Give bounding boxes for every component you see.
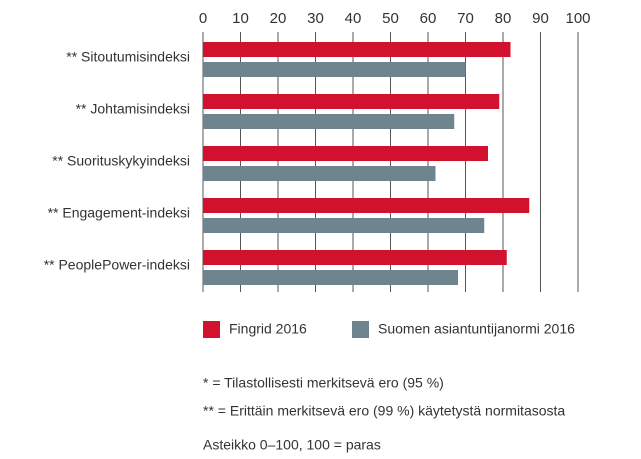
- bar: [203, 218, 485, 233]
- y-tick-label: ** Sitoutumisindeksi: [66, 49, 190, 65]
- bar: [203, 114, 455, 129]
- legend-label: Suomen asiantuntijanormi 2016: [378, 321, 575, 337]
- bar: [203, 146, 488, 161]
- legend-swatch: [352, 321, 369, 338]
- x-tick-label: 10: [232, 10, 249, 27]
- bar: [203, 166, 436, 181]
- note: * = Tilastollisesti merkitsevä ero (95 %…: [203, 375, 444, 391]
- x-tick-label: 80: [495, 10, 512, 27]
- bar: [203, 270, 458, 285]
- note: Asteikko 0–100, 100 = paras: [203, 437, 381, 453]
- bar: [203, 42, 511, 57]
- x-tick-label: 30: [307, 10, 324, 27]
- bar: [203, 198, 530, 213]
- legend-swatch: [203, 321, 220, 338]
- x-tick-label: 40: [345, 10, 362, 27]
- x-tick-label: 70: [457, 10, 474, 27]
- x-tick-label: 90: [532, 10, 549, 27]
- bar: [203, 250, 507, 265]
- y-tick-label: ** Engagement-indeksi: [48, 205, 190, 221]
- x-tick-label: 60: [420, 10, 437, 27]
- x-tick-label: 50: [382, 10, 399, 27]
- legend-label: Fingrid 2016: [229, 321, 307, 337]
- x-tick-label: 20: [270, 10, 287, 27]
- bar: [203, 62, 466, 77]
- x-tick-label: 0: [199, 10, 207, 27]
- bar: [203, 94, 500, 109]
- y-tick-label: ** PeoplePower-indeksi: [44, 257, 190, 273]
- y-tick-label: ** Suorituskykyindeksi: [52, 153, 190, 169]
- note: ** = Erittäin merkitsevä ero (99 %) käyt…: [203, 403, 565, 419]
- y-tick-label: ** Johtamisindeksi: [76, 101, 190, 117]
- x-tick-label: 100: [565, 10, 590, 27]
